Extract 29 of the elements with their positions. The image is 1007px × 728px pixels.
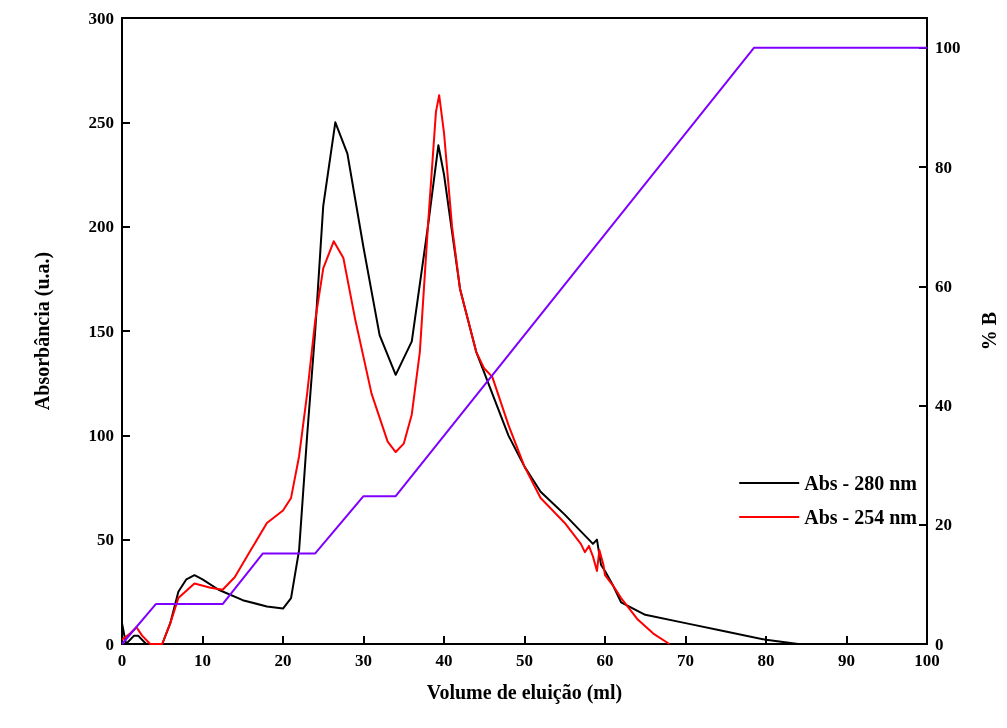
x-tick-label: 90 [838, 651, 855, 670]
x-axis-title: Volume de eluição (ml) [426, 681, 623, 704]
y-tick-label: 100 [88, 425, 114, 445]
y2-tick-label: 80 [935, 157, 952, 177]
y2-tick-label: 100 [935, 38, 961, 58]
legend-label: Abs - 254 nm [804, 506, 918, 528]
x-tick-label: 10 [194, 651, 211, 670]
x-tick-label: 70 [677, 651, 694, 670]
y2-tick-label: 0 [935, 634, 944, 654]
y2-tick-label: 40 [935, 396, 952, 416]
x-tick-label: 40 [435, 651, 453, 670]
y-tick-label: 0 [105, 634, 114, 654]
legend-label: Abs - 280 nm [804, 472, 918, 494]
y-tick-label: 150 [88, 321, 114, 341]
x-tick-label: 80 [757, 651, 775, 670]
x-tick-label: 20 [274, 651, 292, 670]
x-tick-label: 100 [914, 651, 940, 670]
x-tick-label: 50 [516, 651, 533, 670]
y-tick-label: 250 [88, 112, 114, 132]
y-tick-label: 50 [97, 530, 114, 550]
x-tick-label: 60 [596, 651, 614, 670]
y2-tick-label: 60 [935, 276, 952, 296]
x-tick-label: 0 [117, 651, 127, 670]
x-tick-label: 30 [355, 651, 372, 670]
y2-axis-title: % B [978, 311, 1000, 351]
y-axis-title: Absorbância (u.a.) [31, 251, 54, 411]
y-tick-label: 200 [88, 217, 114, 237]
y-tick-label: 300 [88, 8, 114, 28]
y2-tick-label: 20 [935, 515, 952, 535]
